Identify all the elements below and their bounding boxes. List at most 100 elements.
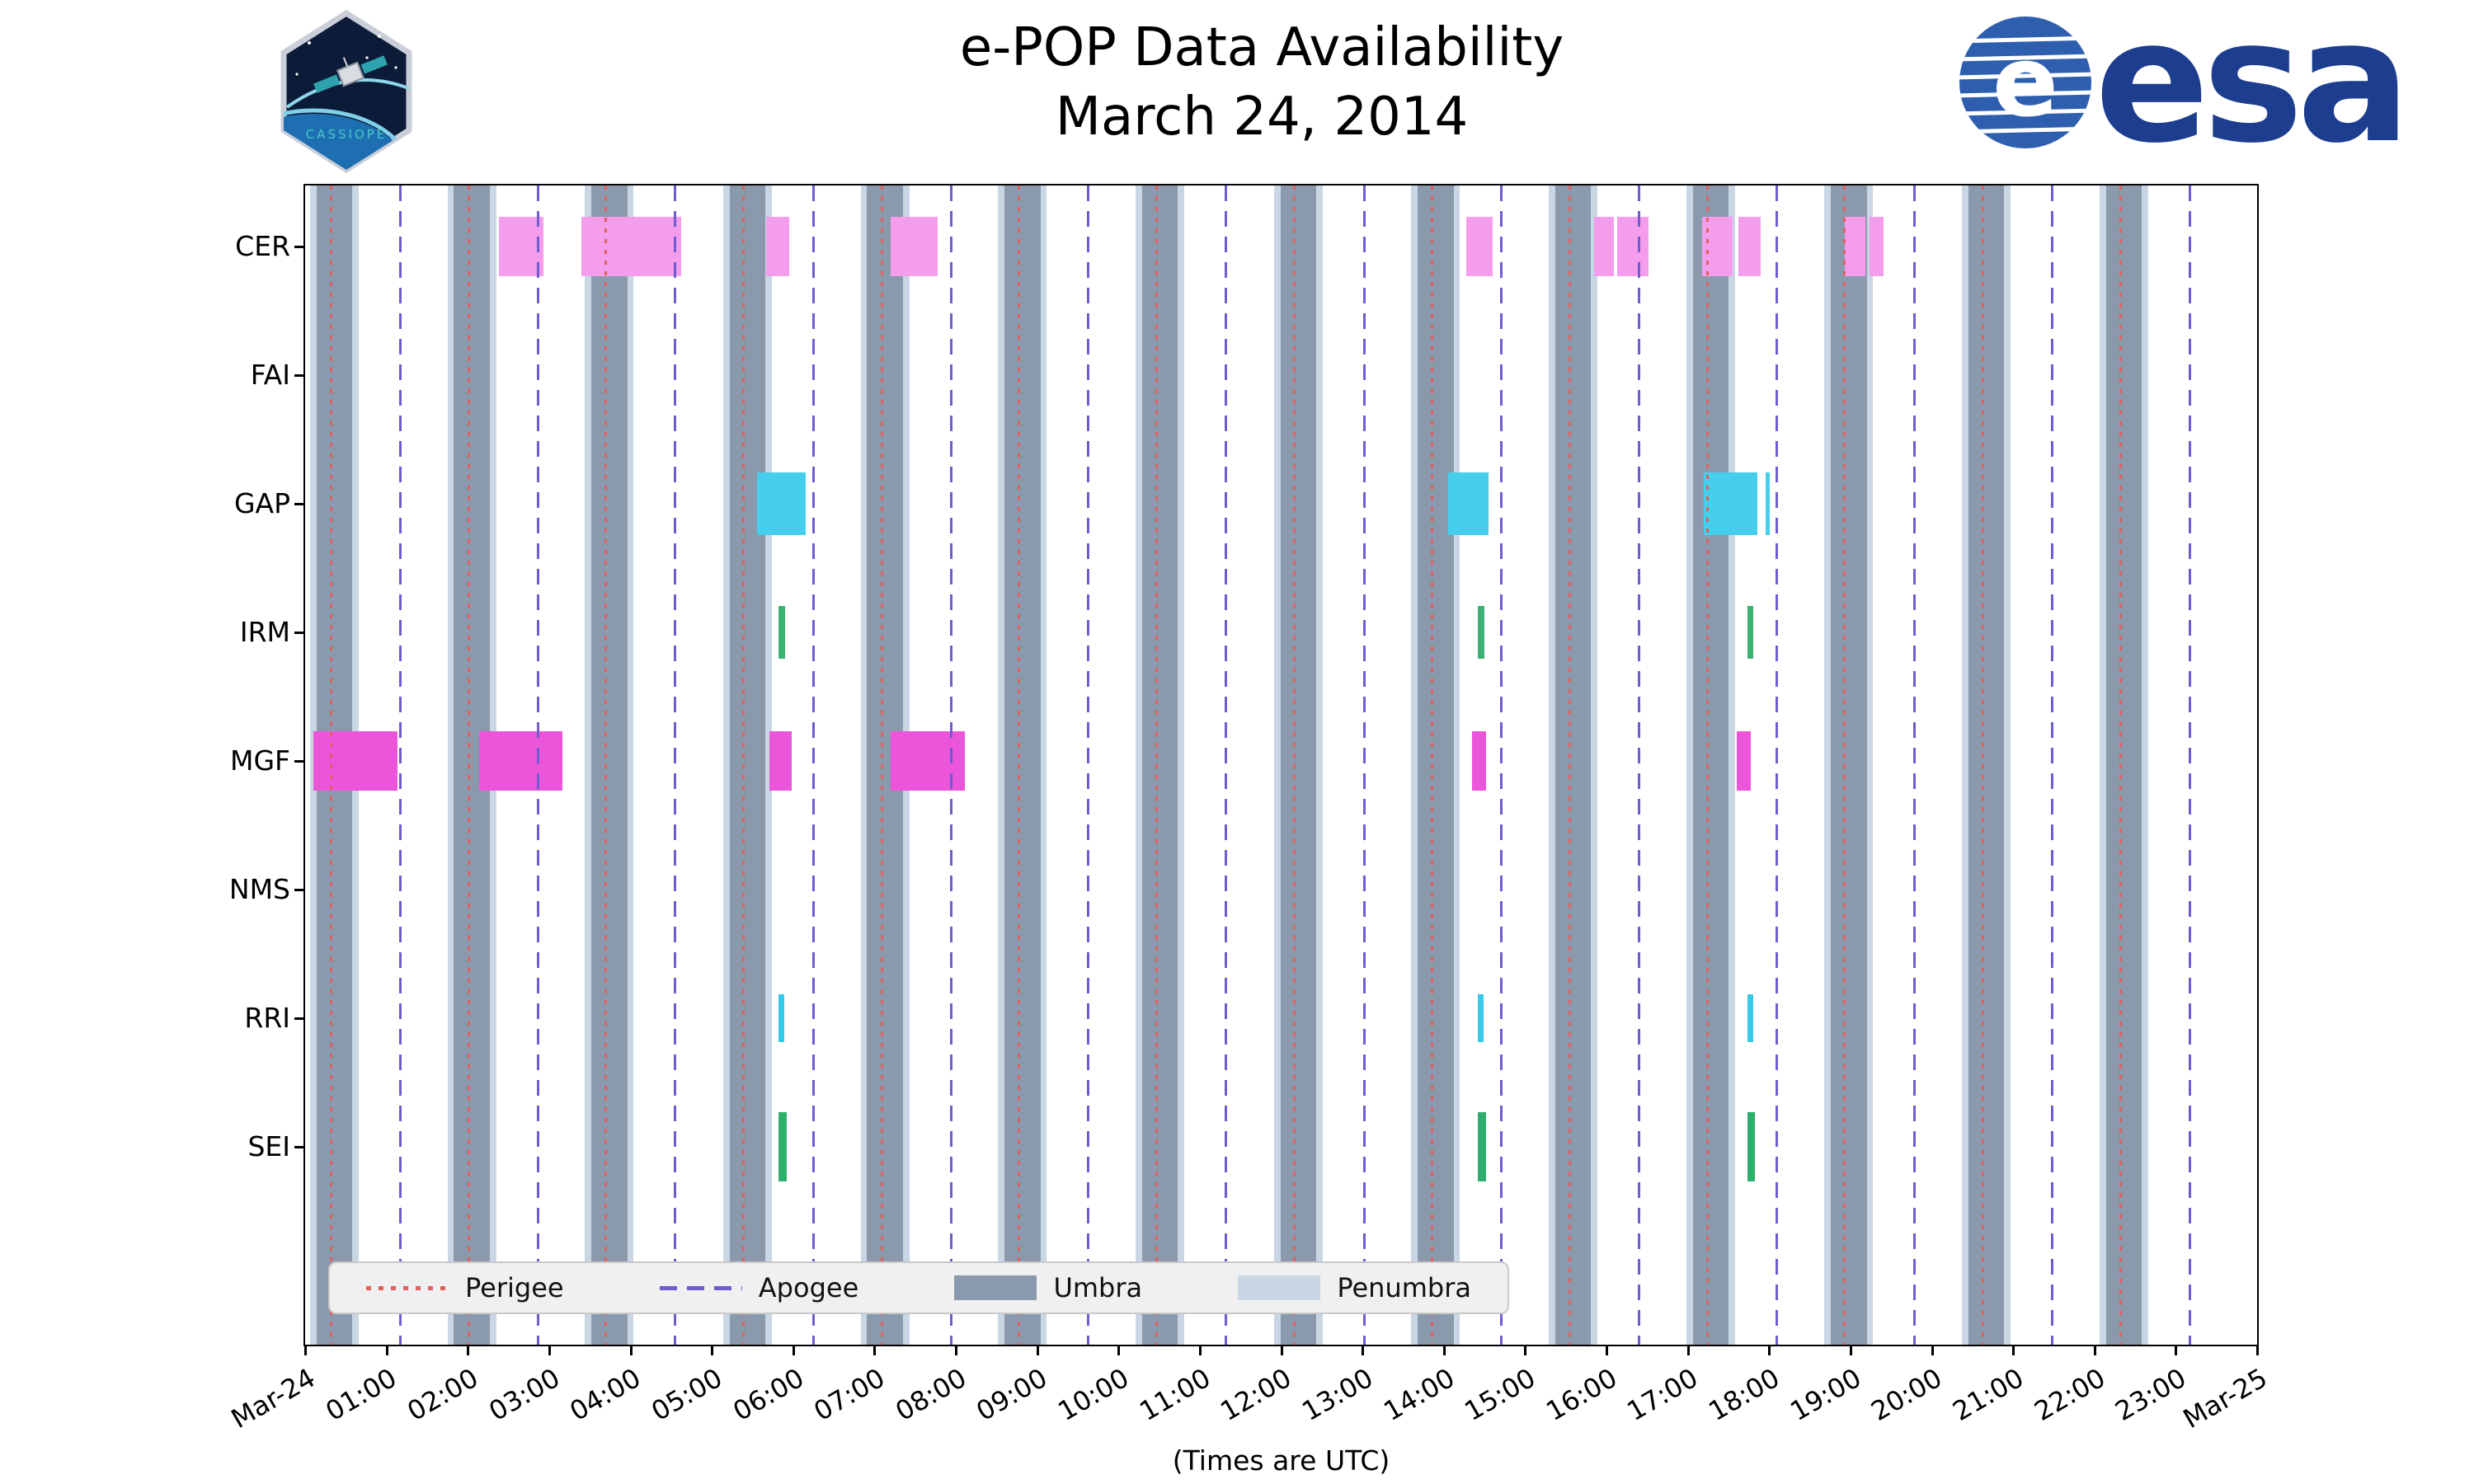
x-tick-label-text: 22:00 xyxy=(2028,1362,2110,1428)
apogee-line xyxy=(1775,186,1778,1345)
row-label-irm: IRM xyxy=(239,615,290,648)
row-label-fai: FAI xyxy=(250,359,290,392)
x-tick-mark xyxy=(1931,1346,1934,1355)
x-tick-label-text: 11:00 xyxy=(1134,1362,1216,1428)
legend-label: Perigee xyxy=(465,1272,564,1303)
x-tick-mark xyxy=(1362,1346,1365,1355)
mgf-data-bar xyxy=(891,730,965,791)
y-tick-mark xyxy=(294,502,303,505)
irm-data-bar xyxy=(1747,605,1754,659)
row-label-nms: NMS xyxy=(228,872,290,905)
x-tick-mark xyxy=(2093,1346,2096,1355)
x-tick-label-text: 15:00 xyxy=(1459,1362,1541,1428)
x-tick-mark xyxy=(1606,1346,1608,1355)
x-tick-label-text: 02:00 xyxy=(402,1362,484,1428)
perigee-line xyxy=(467,186,470,1345)
x-tick-mark xyxy=(1768,1346,1771,1355)
x-tick-mark xyxy=(1280,1346,1283,1355)
cer-data-bar xyxy=(498,217,543,277)
y-tick-mark xyxy=(294,888,303,891)
patch-label: CASSIOPE xyxy=(306,127,388,142)
umbra-band xyxy=(591,186,628,1345)
legend-swatch-umbra xyxy=(954,1275,1037,1300)
x-tick-mark xyxy=(1524,1346,1527,1355)
apogee-line xyxy=(2050,186,2053,1345)
chart-title: e-POP Data Availability xyxy=(959,17,1564,78)
x-tick-mark xyxy=(2256,1346,2259,1355)
legend-label: Penumbra xyxy=(1337,1272,1471,1303)
x-tick-mark xyxy=(304,1346,307,1355)
x-tick-mark xyxy=(1117,1346,1121,1355)
sei-data-bar xyxy=(778,1111,787,1181)
umbra-band xyxy=(1418,186,1454,1345)
apogee-line xyxy=(1087,186,1090,1345)
perigee-line xyxy=(880,186,883,1345)
cer-data-bar xyxy=(766,217,789,277)
umbra-band xyxy=(1141,186,1178,1345)
x-tick-label-text: 17:00 xyxy=(1621,1362,1704,1428)
umbra-band xyxy=(1004,186,1041,1345)
x-tick-mark xyxy=(2012,1346,2015,1355)
legend-swatch-penumbra xyxy=(1238,1275,1321,1300)
legend-item-penumbra: Penumbra xyxy=(1238,1272,1471,1303)
rri-data-bar xyxy=(1747,993,1753,1042)
perigee-line xyxy=(2119,186,2122,1345)
apogee-line xyxy=(674,186,677,1345)
cer-data-bar xyxy=(1738,217,1761,277)
legend-label: Umbra xyxy=(1053,1272,1143,1303)
x-tick-label-text: 13:00 xyxy=(1296,1362,1379,1428)
x-tick-mark xyxy=(711,1346,714,1355)
perigee-line xyxy=(330,186,333,1345)
x-tick-mark xyxy=(1036,1346,1039,1355)
perigee-line xyxy=(1431,186,1434,1345)
x-tick-mark xyxy=(467,1346,470,1355)
umbra-band xyxy=(1968,186,2005,1345)
apogee-line xyxy=(536,186,539,1345)
rri-data-bar xyxy=(778,993,784,1042)
perigee-line xyxy=(1982,186,1985,1345)
chart-title-block: e-POP Data Availability March 24, 2014 xyxy=(247,13,2276,153)
gap-data-bar xyxy=(757,472,806,535)
cer-data-bar xyxy=(1616,217,1649,277)
perigee-line xyxy=(604,186,608,1345)
x-tick-label-text: 12:00 xyxy=(1215,1362,1297,1428)
perigee-line xyxy=(1292,186,1296,1345)
mgf-data-bar xyxy=(479,730,562,791)
row-label-rri: RRI xyxy=(244,1001,290,1034)
apogee-line xyxy=(1362,186,1366,1345)
apogee-line xyxy=(1224,186,1227,1345)
cer-data-bar xyxy=(1844,217,1865,277)
row-label-gap: GAP xyxy=(233,486,290,519)
x-tick-mark xyxy=(548,1346,551,1355)
x-tick-mark xyxy=(2175,1346,2178,1355)
x-tick-label-text: 06:00 xyxy=(727,1362,809,1428)
perigee-line xyxy=(1843,186,1846,1345)
esa-logo: e esa xyxy=(1956,0,2411,167)
x-tick-label-text: Mar-25 xyxy=(2178,1362,2273,1435)
x-tick-label-text: 05:00 xyxy=(646,1362,728,1428)
cer-data-bar xyxy=(1594,217,1614,277)
umbra-band xyxy=(729,186,766,1345)
x-tick-mark xyxy=(955,1346,957,1355)
row-label-sei: SEI xyxy=(247,1129,290,1162)
mgf-data-bar xyxy=(313,730,398,791)
irm-data-bar xyxy=(1478,605,1485,659)
perigee-line xyxy=(742,186,745,1345)
x-tick-label-text: 18:00 xyxy=(1703,1362,1785,1428)
x-tick-mark xyxy=(1198,1346,1202,1355)
chart-legend: Perigee Apogee Umbra Penumbra xyxy=(328,1261,1509,1314)
x-tick-label-text: 07:00 xyxy=(808,1362,891,1428)
x-tick-label-text: 01:00 xyxy=(320,1362,402,1428)
cer-data-bar xyxy=(1869,217,1884,277)
mgf-data-bar xyxy=(1472,730,1487,791)
mgf-data-bar xyxy=(769,730,792,791)
x-tick-label-text: 19:00 xyxy=(1785,1362,1866,1428)
legend-item-perigee: Perigee xyxy=(366,1272,564,1303)
x-tick-label-text: 10:00 xyxy=(1052,1362,1135,1428)
sei-data-bar xyxy=(1747,1111,1756,1181)
esa-globe-icon: e xyxy=(1959,16,2091,148)
umbra-band xyxy=(1831,186,1867,1345)
apogee-line xyxy=(1500,186,1503,1345)
gap-data-bar xyxy=(1447,472,1489,535)
patch-artwork xyxy=(284,35,409,170)
